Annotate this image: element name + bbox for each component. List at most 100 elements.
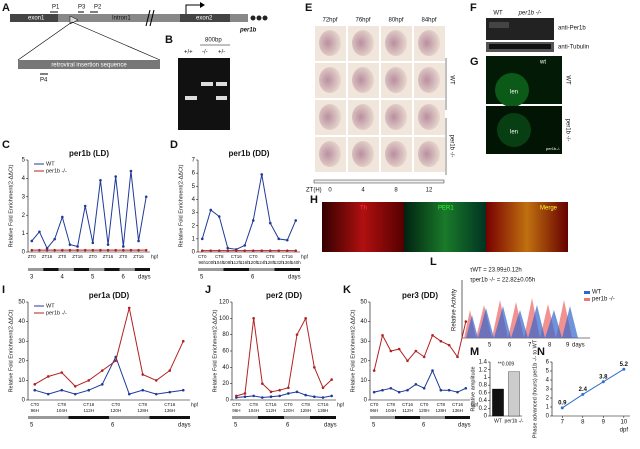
ld-bar [43, 268, 59, 271]
y-axis-label: Relative Fold Enrichment(2-ΔΔCt) [178, 164, 184, 247]
point [243, 244, 247, 247]
legend-label: per1b -/- [46, 310, 67, 316]
ld-bar [68, 416, 109, 419]
x-tick-label: CT0 [370, 402, 379, 407]
day-label: 5 [91, 275, 95, 281]
ld-bar [232, 416, 258, 419]
point [68, 243, 72, 246]
time-label: 72hpf [322, 18, 337, 24]
gene-diagram: exon1 P1 P3 P2 Intron1 exon2 per1b retro… [10, 2, 268, 84]
label: exon2 [196, 16, 213, 22]
band [185, 96, 197, 100]
point [83, 204, 87, 208]
x-unit: hpf [337, 402, 345, 408]
x-hour-label: 136H [164, 408, 175, 413]
series-line [31, 170, 147, 250]
break [149, 9, 155, 27]
exon1-box [10, 14, 58, 22]
tick: 5 [488, 343, 492, 349]
label: per1b -/- [518, 11, 542, 17]
y-tick-label: 100 [219, 316, 230, 322]
channel-label: PER1 [438, 206, 454, 212]
point [127, 392, 131, 396]
ld-bar [58, 268, 74, 271]
series-line [34, 307, 184, 387]
lane-label: -/- [202, 50, 208, 56]
point [106, 248, 110, 252]
point [261, 396, 264, 399]
point [38, 248, 41, 252]
point [406, 388, 409, 392]
point [38, 230, 41, 234]
x-tick-label: 10 [620, 420, 627, 426]
ld-bar [420, 416, 445, 419]
panel-letter: A [2, 2, 10, 14]
point [60, 371, 64, 374]
series-line [236, 391, 332, 399]
point [127, 306, 131, 310]
embryo [319, 104, 341, 130]
data-label: 2.4 [579, 387, 588, 393]
actogram: τWT = 23.99±0.12h τper1b -/- = 22.82±0.0… [452, 268, 615, 349]
point [294, 249, 298, 252]
point [422, 386, 426, 390]
y-tick-label: 80 [222, 332, 229, 338]
band [201, 82, 213, 86]
x-tick-label: CT0 [198, 254, 207, 259]
x-tick-label: CT8 [138, 402, 147, 407]
x-hour-label: 96H [232, 408, 240, 413]
y-tick-label: 6 [546, 360, 550, 366]
band [216, 82, 227, 86]
x-tick-label: ZT16 [133, 254, 144, 259]
point [397, 390, 401, 394]
point [456, 355, 459, 359]
y-axis-label: Phase advanced (hours) per1b -/- to WT [532, 339, 538, 438]
embryo [385, 30, 407, 56]
point [243, 392, 247, 395]
y-tick-label: 40 [222, 365, 229, 371]
point [87, 388, 91, 392]
point [295, 390, 299, 394]
legend-swatch [584, 298, 590, 301]
zt: 8 [394, 188, 398, 194]
y-tick-label: 0 [484, 414, 488, 420]
group-label: WT [448, 75, 454, 85]
point [278, 394, 281, 398]
point [73, 384, 77, 388]
point [30, 239, 34, 243]
embryo [385, 104, 407, 130]
x-tick-label: ZT16 [42, 254, 53, 259]
point [154, 379, 158, 382]
point [622, 367, 626, 371]
point [181, 339, 185, 343]
point [287, 386, 290, 390]
day-label: 4 [61, 275, 65, 281]
point [581, 392, 585, 396]
blot [486, 18, 554, 40]
y-tick-label: 0 [546, 414, 550, 420]
day-label: 6 [251, 275, 255, 281]
panel-letter: I [2, 284, 5, 296]
chart-title: per1b (LD) [69, 149, 109, 158]
y-axis-label: Relative Fold Enrichment(2-ΔΔCt) [8, 164, 14, 247]
ld-bar [198, 268, 224, 271]
point [252, 317, 255, 320]
ld-bar [395, 416, 420, 419]
point [372, 369, 376, 372]
point [99, 248, 102, 252]
y-tick-label: 50 [360, 300, 367, 306]
y-tick-label: 120 [219, 300, 230, 306]
tau: τWT = 23.99±0.12h [470, 268, 522, 274]
point [68, 248, 72, 252]
point [45, 247, 49, 250]
y-tick-label: 20 [222, 381, 229, 387]
legend-label: per1b -/- [46, 168, 67, 174]
x-hour-label: 96h [198, 260, 206, 265]
x-tick-label: CT8 [57, 402, 66, 407]
x-tick-label: ZT0 [28, 254, 36, 259]
y-tick-label: 4 [192, 197, 196, 203]
point [372, 390, 376, 394]
y-tick-label: 3 [546, 387, 550, 393]
y-tick-label: 6 [192, 171, 196, 177]
y-tick-label: 2 [22, 213, 26, 219]
